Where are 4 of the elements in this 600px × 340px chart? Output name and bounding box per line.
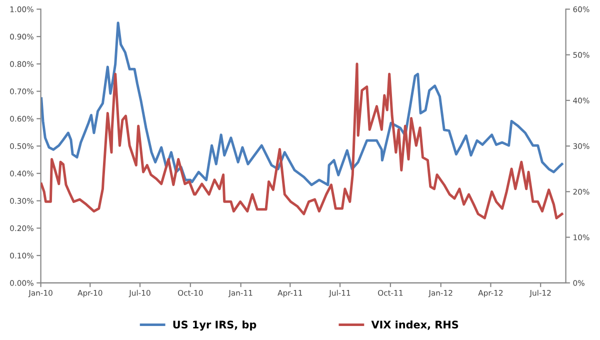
line-series bbox=[40, 22, 564, 186]
legend-label: VIX index, RHS bbox=[371, 320, 458, 330]
line-series bbox=[40, 62, 564, 220]
legend-label: US 1yr IRS, bp bbox=[173, 320, 256, 331]
